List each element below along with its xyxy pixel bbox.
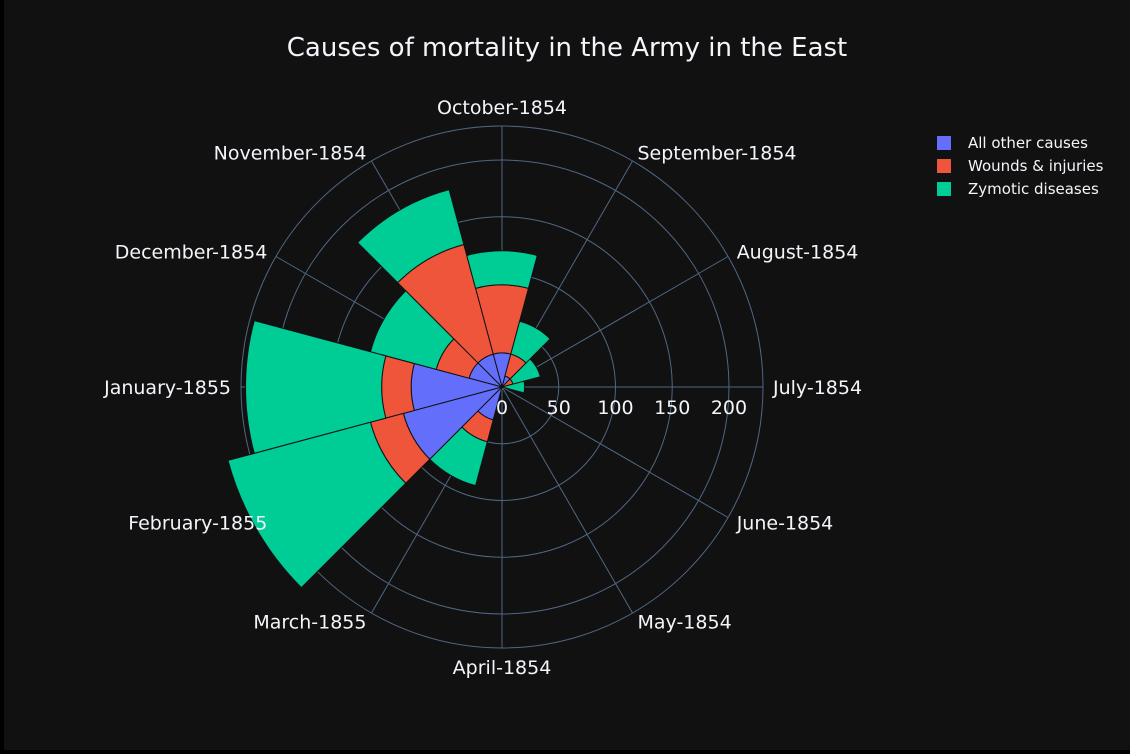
- angular-gridline: [501, 256, 729, 388]
- angular-tick-label: December-1854: [115, 242, 268, 264]
- polar-tick-labels: July-1854 August-1854 September-1854 Octobe…: [103, 97, 862, 679]
- legend-label: Zymotic diseases: [968, 180, 1099, 198]
- radial-tick-label: 150: [654, 397, 690, 419]
- legend-item[interactable]: Zymotic diseases: [937, 180, 1099, 198]
- angular-tick-label: April-1854: [453, 657, 552, 679]
- polar-bars: [227, 189, 551, 589]
- angular-tick-label: May-1854: [638, 612, 732, 634]
- angular-tick-label: September-1854: [638, 142, 797, 164]
- angular-tick-label: October-1854: [437, 97, 567, 119]
- bar-zymotic-diseases-8: [429, 426, 488, 487]
- angular-tick-label: August-1854: [737, 242, 859, 264]
- legend-label: Wounds & injuries: [968, 157, 1104, 175]
- angular-tick-label: February-1855: [128, 513, 267, 535]
- chart-frame: Causes of mortality in the Army in the E…: [4, 0, 1130, 750]
- legend[interactable]: All other causes Wounds & injuries Zymotic…: [937, 134, 1104, 198]
- radial-tick-label: 200: [711, 397, 747, 419]
- chart-title: Causes of mortality in the Army in the E…: [287, 33, 848, 63]
- radial-tick-label: 50: [547, 397, 571, 419]
- legend-label: All other causes: [968, 134, 1088, 152]
- angular-tick-label: June-1854: [736, 513, 834, 535]
- bar-wounds-injuries-6: [381, 355, 415, 419]
- legend-item[interactable]: Wounds & injuries: [937, 157, 1104, 175]
- legend-swatch: [937, 136, 951, 150]
- legend-swatch: [937, 182, 951, 196]
- bar-zymotic-diseases-3: [466, 250, 538, 289]
- bar-zymotic-diseases-2: [510, 320, 551, 364]
- legend-swatch: [937, 159, 951, 173]
- angular-tick-label: March-1855: [253, 612, 366, 634]
- polar-bar-chart: Causes of mortality in the Army in the E…: [103, 33, 1104, 679]
- angular-tick-label: January-1855: [103, 377, 231, 399]
- legend-item[interactable]: All other causes: [937, 134, 1088, 152]
- angular-tick-label: November-1854: [214, 142, 367, 164]
- angular-tick-label: July-1854: [772, 377, 862, 399]
- angular-gridline: [501, 386, 729, 518]
- bar-zymotic-diseases-4: [356, 189, 465, 284]
- bar-zymotic-diseases-6: [245, 320, 387, 454]
- radial-tick-label: 0: [496, 397, 508, 419]
- radial-tick-label: 100: [597, 397, 633, 419]
- bar-zymotic-diseases-7: [227, 421, 407, 589]
- angular-gridline: [501, 386, 633, 614]
